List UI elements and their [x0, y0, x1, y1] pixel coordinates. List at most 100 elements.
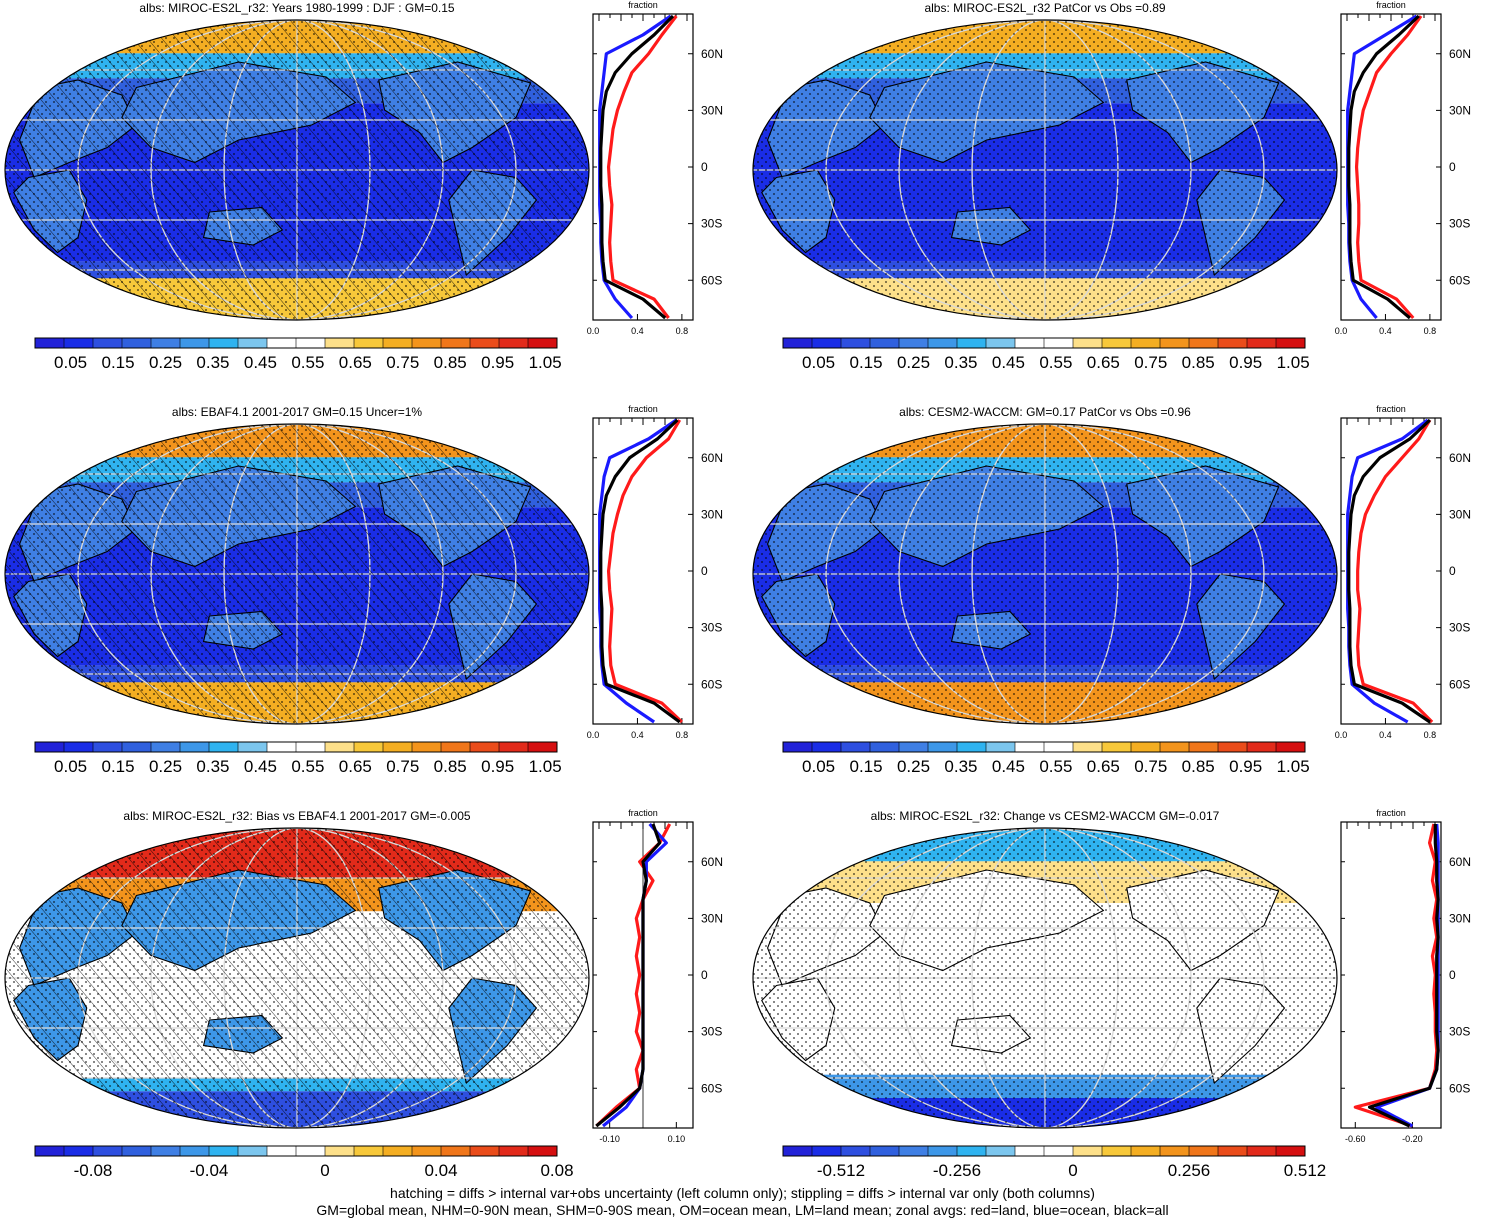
- colorbar-swatch: [64, 338, 94, 348]
- colorbar-swatch: [1160, 338, 1190, 348]
- zonal-lat-tick: 30N: [701, 911, 723, 925]
- map-area: [753, 424, 1337, 724]
- colorbar-swatch: [1218, 742, 1248, 752]
- zonal-lat-tick: 0: [701, 968, 708, 982]
- zonal-lat-tick: 30N: [1449, 507, 1471, 521]
- colorbar-swatch: [1015, 1146, 1045, 1156]
- map-panel-3: albs: EBAF4.1 2001-2017 GM=0.15 Uncer=1%…: [0, 404, 742, 789]
- zonal-series-line: [1347, 14, 1420, 320]
- colorbar-label: 0.45: [244, 353, 277, 372]
- colorbar-swatch: [209, 1146, 239, 1156]
- colorbar-swatch: [1015, 338, 1045, 348]
- map-outline: [4, 423, 590, 725]
- colorbar-swatch: [267, 1146, 297, 1156]
- colorbar-swatch: [470, 338, 500, 348]
- map-panel-6: albs: MIROC-ES2L_r32: Change vs CESM2-WA…: [748, 808, 1485, 1193]
- map-outline: [752, 19, 1338, 321]
- colorbar-swatch: [841, 1146, 871, 1156]
- zonal-lat-tick: 60N: [701, 451, 723, 465]
- colorbar-swatch: [93, 1146, 123, 1156]
- colorbar-swatch: [441, 742, 471, 752]
- panel-title: albs: MIROC-ES2L_r32: Years 1980-1999 : …: [139, 1, 454, 15]
- colorbar-label: 0.55: [1039, 353, 1072, 372]
- colorbar-label: 0.55: [1039, 757, 1072, 776]
- map-panel-5: albs: MIROC-ES2L_r32: Bias vs EBAF4.1 20…: [0, 808, 742, 1193]
- zonal-x-tick: 0.4: [1379, 326, 1392, 336]
- zonal-series-line: [1356, 419, 1434, 724]
- colorbar-swatch: [899, 338, 929, 348]
- map-outline: [752, 827, 1338, 1129]
- zonal-title: fraction: [1376, 0, 1406, 10]
- colorbar-label: 0.45: [992, 353, 1025, 372]
- zonal-x-tick: 0.4: [1379, 730, 1392, 740]
- zonal-lat-tick: 30S: [701, 1025, 722, 1039]
- colorbar-label: 0.35: [196, 757, 229, 776]
- colorbar-label: 0.45: [992, 757, 1025, 776]
- colorbar-swatch: [325, 338, 355, 348]
- colorbar-swatch: [1102, 742, 1132, 752]
- zonal-lat-tick: 30S: [701, 621, 722, 635]
- colorbar-swatch: [35, 338, 65, 348]
- colorbar-label: 0.15: [101, 353, 134, 372]
- zonal-series-line: [595, 823, 672, 1128]
- colorbar-swatch: [1276, 742, 1306, 752]
- colorbar-swatch: [354, 742, 384, 752]
- map-area: [5, 828, 589, 1128]
- colorbar-swatch: [986, 338, 1016, 348]
- colorbar-label: 0.512: [1284, 1161, 1327, 1180]
- zonal-lat-tick: 60S: [1449, 273, 1470, 287]
- colorbar-swatch: [812, 742, 842, 752]
- colorbar-label: 0.95: [1229, 353, 1262, 372]
- colorbar-swatch: [238, 1146, 268, 1156]
- map-panel-4: albs: CESM2-WACCM: GM=0.17 PatCor vs Obs…: [748, 404, 1485, 789]
- zonal-lat-tick: 0: [701, 160, 708, 174]
- colorbar-swatch: [1189, 338, 1219, 348]
- colorbar-swatch: [1131, 742, 1161, 752]
- colorbar-label: 0.05: [54, 353, 87, 372]
- colorbar-swatch: [812, 1146, 842, 1156]
- colorbar-swatch: [1189, 742, 1219, 752]
- colorbar-label: 0.85: [1182, 353, 1215, 372]
- zonal-lat-tick: 30N: [1449, 911, 1471, 925]
- zonal-lat-tick: 60S: [701, 1081, 722, 1095]
- colorbar-label: 0.25: [897, 757, 930, 776]
- panel-title: albs: CESM2-WACCM: GM=0.17 PatCor vs Obs…: [899, 405, 1191, 419]
- colorbar-label: 0.55: [291, 353, 324, 372]
- colorbar-swatch: [267, 338, 297, 348]
- colorbar-swatch: [870, 1146, 900, 1156]
- zonal-lat-tick: 30S: [1449, 621, 1470, 635]
- map-area: [5, 424, 589, 724]
- stippling: [753, 424, 1337, 724]
- colorbar-swatch: [93, 742, 123, 752]
- colorbar-label: 0.25: [897, 353, 930, 372]
- colorbar-label: 0.35: [944, 757, 977, 776]
- colorbar-label: 0.95: [481, 757, 514, 776]
- hatching: [5, 20, 589, 320]
- colorbar-swatch: [957, 742, 987, 752]
- colorbar-swatch: [64, 1146, 94, 1156]
- colorbar-label: 0.75: [386, 757, 419, 776]
- zonal-lat-tick: 30N: [1449, 103, 1471, 117]
- colorbar-swatch: [238, 338, 268, 348]
- zonal-x-tick: -0.10: [599, 1134, 620, 1144]
- panel-svg: albs: MIROC-ES2L_r32: Change vs CESM2-WA…: [752, 808, 1471, 1180]
- colorbar-label: 0.04: [424, 1161, 457, 1180]
- zonal-title: fraction: [1376, 404, 1406, 414]
- colorbar-swatch: [238, 742, 268, 752]
- panel-title: albs: MIROC-ES2L_r32: Bias vs EBAF4.1 20…: [123, 809, 470, 823]
- colorbar-swatch: [870, 338, 900, 348]
- footer-line-1: hatching = diffs > internal var+obs unce…: [390, 1185, 1095, 1201]
- colorbar-label: 1.05: [1277, 757, 1310, 776]
- zonal-series-line: [595, 823, 662, 1128]
- colorbar-swatch: [64, 742, 94, 752]
- colorbar-swatch: [1044, 338, 1074, 348]
- colorbar-swatch: [383, 1146, 413, 1156]
- colorbar-label: 0: [1068, 1161, 1077, 1180]
- zonal-x-tick: 0.8: [1424, 730, 1437, 740]
- zonal-x-tick: 0.0: [1335, 326, 1348, 336]
- colorbar-swatch: [383, 742, 413, 752]
- colorbar-label: 0.65: [339, 353, 372, 372]
- zonal-lat-tick: 60N: [1449, 451, 1471, 465]
- map-outline: [4, 19, 590, 321]
- colorbar-swatch: [783, 1146, 813, 1156]
